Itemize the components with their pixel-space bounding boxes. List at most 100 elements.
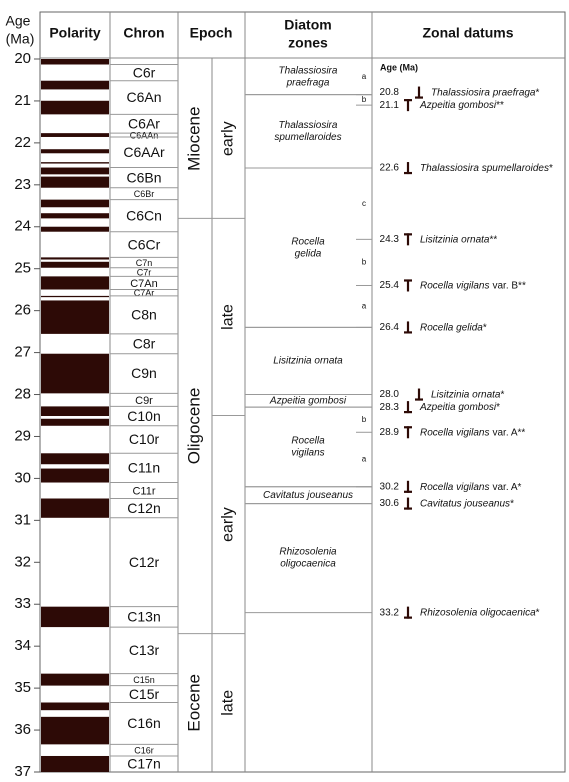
datum-marker (404, 401, 412, 414)
datum-suffix: * (496, 402, 500, 413)
normal-polarity (41, 606, 109, 628)
datum-name: Rocella vigilans var. A** (420, 427, 525, 438)
chron-label: C13n (127, 609, 160, 625)
subzone-label: b (362, 95, 367, 104)
datum-suffix: ** (489, 234, 497, 245)
chron-label: C7An (130, 278, 158, 290)
normal-polarity (41, 213, 109, 219)
datum-name: Cavitatus jouseanus* (420, 498, 514, 509)
zones-header: zones (288, 35, 328, 51)
normal-polarity (41, 453, 109, 465)
subzone-label: b (362, 258, 367, 267)
datum-age: 28.0 (380, 389, 400, 400)
zone-label: vigilans (291, 448, 324, 459)
subepoch-label: late (220, 690, 237, 716)
datum-marker (404, 480, 412, 493)
normal-polarity (41, 498, 109, 518)
chron-label: C7Ar (134, 288, 155, 298)
datum-suffix: * (483, 322, 487, 333)
polarity-header: Polarity (49, 25, 101, 41)
datum-suffix: var. A** (492, 427, 525, 438)
normal-polarity (41, 276, 109, 290)
zone-label: spumellaroides (274, 132, 341, 143)
zone-label: praefraga (286, 77, 330, 88)
normal-polarity (41, 226, 109, 232)
chron-label: C10n (127, 408, 160, 424)
chron-label: C15r (129, 686, 160, 702)
datum-species: Cavitatus jouseanus (420, 498, 510, 509)
age-tick-label: 29 (14, 427, 31, 444)
age-tick-label: 28 (14, 385, 31, 402)
chron-label: C12r (129, 554, 160, 570)
datum-name: Azpeitia gombosi* (419, 402, 500, 413)
datum-age: 33.2 (380, 607, 400, 618)
datum-species: Rocella vigilans (420, 427, 489, 438)
datum-age: 25.4 (380, 280, 400, 291)
datum-suffix: * (510, 498, 514, 509)
age-tick-label: 33 (14, 595, 31, 612)
zone-label: Rhizosolenia (279, 547, 337, 558)
datum-marker (404, 606, 412, 619)
chron-label: C9n (131, 365, 157, 381)
zone-label: Cavitatus jouseanus (263, 490, 353, 501)
normal-polarity (41, 673, 109, 686)
datum-name: Rocella gelida* (420, 322, 487, 333)
subzone-label: a (362, 72, 367, 81)
datum-age: 30.6 (380, 498, 400, 509)
datum-suffix: * (536, 607, 540, 618)
age-tick-label: 35 (14, 679, 31, 696)
age-tick-label: 34 (14, 637, 31, 654)
subepoch-label: late (220, 304, 237, 330)
datum-suffix: ** (496, 100, 504, 111)
normal-polarity (41, 261, 109, 268)
subzone-label: c (362, 199, 366, 208)
chron-label: C17n (127, 756, 160, 772)
normal-polarity (41, 257, 109, 260)
subepoch-label: early (220, 507, 237, 542)
datum-name: Rhizosolenia oligocaenica* (420, 607, 540, 618)
age-header: (Ma) (6, 31, 35, 47)
datum-age: 28.9 (380, 427, 400, 438)
datum-age: 30.2 (380, 481, 400, 492)
chron-label: C8r (133, 336, 156, 352)
normal-polarity (41, 468, 109, 483)
frame (39, 11, 566, 773)
normal-polarity (41, 100, 109, 115)
normal-polarity (41, 162, 109, 164)
datum-suffix: var. A* (492, 481, 521, 492)
epoch-label: Miocene (184, 107, 203, 171)
datum-marker (404, 426, 412, 439)
age-tick-label: 31 (14, 511, 31, 528)
datum-marker (415, 86, 423, 99)
normal-polarity (41, 418, 109, 426)
datum-age-header: Age (Ma) (380, 62, 418, 72)
datum-age: 24.3 (380, 234, 400, 245)
datum-marker (404, 279, 412, 292)
datum-species: Azpeitia gombosi (419, 402, 497, 413)
datum-name: Rocella vigilans var. A* (420, 481, 521, 492)
normal-polarity (41, 716, 109, 745)
age-tick-label: 32 (14, 553, 31, 570)
subzone-label: b (362, 415, 367, 424)
datum-age: 21.1 (380, 100, 400, 111)
age-tick-label: 25 (14, 260, 31, 277)
normal-polarity (41, 295, 109, 298)
chron-label: C10r (129, 431, 160, 447)
normal-polarity (41, 353, 109, 394)
chron-label: C6Cn (126, 207, 162, 223)
datum-marker (404, 497, 412, 510)
zone-label: Rocella (291, 436, 325, 447)
chron-label: C16r (134, 746, 154, 756)
subzone-label: a (362, 302, 367, 311)
age-tick-label: 30 (14, 469, 31, 486)
datum-age: 28.3 (380, 402, 400, 413)
datum-species: Lisitzinia ornata (431, 389, 501, 400)
normal-polarity (41, 300, 109, 334)
datum-name: Thalassiosira spumellaroides* (420, 163, 553, 174)
normal-polarity (41, 755, 109, 772)
datum-name: Thalassiosira praefraga* (431, 87, 540, 98)
chron-label: C6Ar (128, 115, 160, 131)
datum-species: Rocella vigilans (420, 280, 489, 291)
datum-marker (415, 388, 423, 401)
